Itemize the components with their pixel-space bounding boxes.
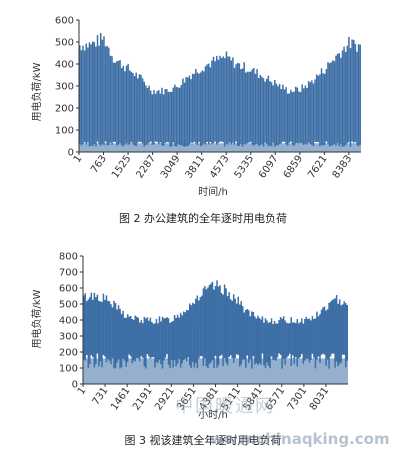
chart-1-series [79,33,361,152]
c2-x-tick-label: 1 [76,385,89,397]
c1-base-load-area [79,143,361,152]
figure-2-caption: 图 2 办公建筑的全年逐时用电负荷 [119,212,287,225]
chart-1-y-ticks: 0 100 200 300 400 500 600 [55,16,79,159]
c1-x-tick-label: 3049 [159,153,183,180]
watermark-url: www.chinaqking.com [210,430,390,448]
c2-x-tick-label: 7301 [286,385,310,412]
c2-y-tick-label: 800 [59,252,78,263]
c2-y-tick-label: 200 [59,348,78,359]
c2-y-tick-label: 0 [72,380,78,391]
c1-x-tick-label: 2287 [134,153,158,180]
chart-1-x-ticks: 1 763 1525 2287 3049 3811 4573 5335 6097 6859 7621… [72,152,355,181]
c1-y-tick-label: 0 [68,148,74,159]
c2-x-tick-label: 2191 [131,385,155,412]
chart-1-x-axis-label: 时间/h [198,185,228,198]
c1-y-tick-label: 400 [55,60,74,71]
c1-x-tick-label: 3811 [184,153,208,180]
c1-x-tick-label: 6859 [282,153,306,180]
c2-y-tick-label: 700 [59,268,78,279]
c2-x-tick-label: 731 [91,385,111,407]
chart-2-series [83,280,348,384]
c1-load-spikes [79,33,361,147]
c1-x-tick-label: 7621 [306,153,330,180]
c1-y-tick-label: 100 [55,126,74,137]
c1-y-tick-label: 200 [55,104,74,115]
c1-x-tick-label: 1 [72,153,85,165]
figure-3-caption: 图 3 视该建筑全年逐时用电负荷 [124,434,282,447]
c2-y-tick-label: 100 [59,364,78,375]
c1-x-tick-label: 8383 [331,153,355,180]
c1-x-tick-label: 1525 [110,153,134,180]
c1-x-tick-label: 4573 [208,153,232,180]
c1-x-tick-label: 5335 [233,153,257,180]
c1-x-tick-label: 6097 [257,153,281,180]
c2-x-tick-label: 2921 [153,385,177,412]
c2-y-tick-label: 400 [59,316,78,327]
watermark-cn: 中国暖通网 [175,396,275,417]
chart-2-x-axis-label: 小时/h [198,409,228,421]
c2-y-tick-label: 600 [59,284,78,295]
c2-x-tick-label: 8031 [308,385,332,412]
c1-x-tick-label: 763 [89,153,109,175]
c1-y-tick-label: 500 [55,38,74,49]
c1-y-tick-label: 300 [55,82,74,93]
chart-1-y-axis-label: 用电负荷/kW [30,62,43,121]
c2-x-tick-label: 1461 [109,385,133,412]
c1-y-tick-label: 600 [55,16,74,27]
c2-y-tick-label: 300 [59,332,78,343]
c2-load-spikes [83,280,348,369]
c2-base-load-area [83,358,348,384]
chart-2-y-axis-label: 用电负荷/kW [30,289,43,348]
chart-2-y-ticks: 0 100 200 300 400 500 600 700 800 [59,252,83,391]
c2-y-tick-label: 500 [59,300,78,311]
